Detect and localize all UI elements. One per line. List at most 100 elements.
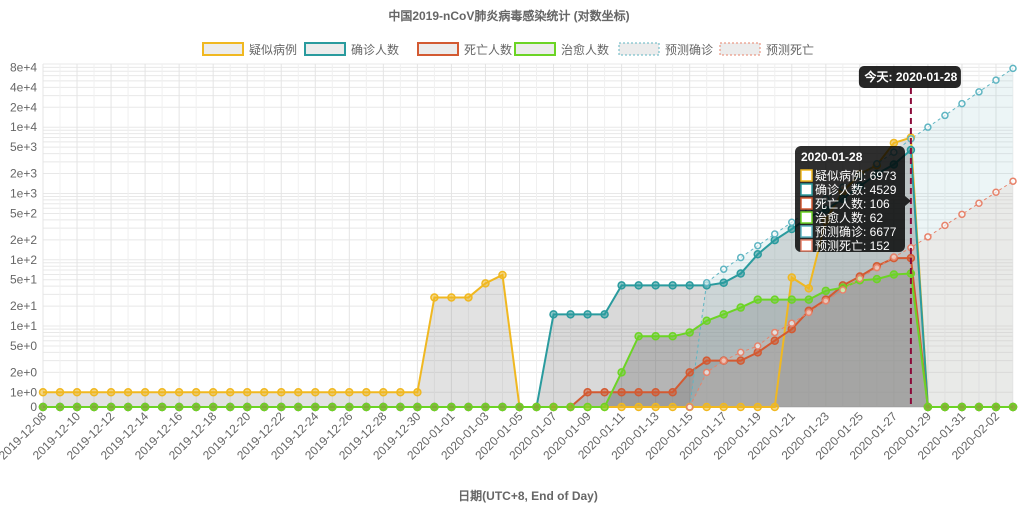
data-point-0 [38,388,48,397]
series-area-5 [689,181,1013,407]
data-point-3 [787,295,797,304]
tooltip-caret [905,196,911,206]
y-tick-label: 2e+4 [10,100,37,114]
data-point-5 [753,342,762,350]
y-tick-label: 5e+1 [10,273,37,287]
data-point-3 [55,402,65,412]
data-point-1 [651,281,660,290]
today-label: 今天: 2020-01-28 [864,69,958,84]
legend-swatch-1 [304,42,346,56]
data-point-1 [787,224,797,234]
data-point-4 [958,99,966,108]
data-point-3 [225,402,235,412]
data-point-0 [702,402,711,412]
data-point-0 [889,138,899,148]
data-point-0 [123,388,133,397]
data-point-3 [617,368,626,377]
data-point-0 [668,402,677,412]
data-point-0 [804,284,814,293]
data-point-3 [72,402,82,412]
data-point-3 [379,402,388,412]
series-area-2 [43,258,1013,407]
y-tick-label: 1e+2 [10,253,37,267]
data-point-1 [583,310,592,319]
y-tick-label: 1e+4 [10,120,37,134]
data-point-1 [753,250,762,259]
data-point-3 [583,402,592,412]
data-point-3 [804,295,814,304]
data-point-3 [481,402,490,412]
data-point-0 [157,388,167,397]
data-point-0 [651,402,660,412]
data-point-5 [736,348,745,357]
data-point-3 [515,402,524,412]
legend: 疑似病例 确诊人数 死亡人数 治愈人数 预测确诊 预测死亡 [202,42,814,57]
legend-label-5: 预测死亡 [766,43,814,57]
data-point-4 [771,230,779,238]
data-point-3 [651,332,660,341]
data-point-5 [1009,177,1017,185]
data-point-3 [685,328,694,337]
tooltip-swatch-0 [800,169,813,182]
data-point-3 [208,402,218,412]
data-point-2 [583,388,592,397]
data-point-2 [617,388,626,397]
data-point-0 [328,388,337,397]
data-point-3 [566,402,575,412]
legend-swatch-3 [514,42,556,56]
data-point-1 [668,281,677,290]
data-point-3 [889,270,899,279]
data-point-0 [430,293,439,302]
data-point-5 [941,221,949,230]
y-tick-label: 5e+2 [10,206,37,220]
data-point-5 [822,297,830,305]
data-point-5 [719,356,728,365]
data-point-5 [856,274,864,283]
data-point-1 [685,281,694,290]
data-point-3 [294,402,303,412]
data-point-3 [498,402,507,412]
data-point-1 [736,269,745,278]
data-point-3 [413,402,422,412]
data-point-3 [362,402,371,412]
legend-swatch-2 [417,42,459,56]
data-point-5 [873,263,881,272]
data-point-3 [719,310,728,319]
legend-label-2: 死亡人数 [464,42,512,57]
data-point-0 [174,388,184,397]
data-point-3 [276,402,286,412]
data-point-0 [634,402,643,412]
data-point-0 [617,402,626,412]
data-point-5 [839,286,847,294]
data-point-3 [396,402,405,412]
y-tick-label: 1e+3 [10,187,37,201]
data-point-0 [191,388,201,397]
x-axis-ticks: 2019-12-082019-12-102019-12-122019-12-14… [0,409,1002,463]
data-point-1 [634,281,643,290]
data-point-0 [396,388,405,397]
data-point-3 [940,402,950,412]
tooltip-swatch-2 [800,197,813,210]
data-point-3 [1008,402,1018,412]
data-point-2 [753,348,762,357]
tooltip-box [795,146,905,252]
data-point-3 [345,402,354,412]
data-point-4 [992,76,1000,84]
data-point-0 [294,388,303,397]
data-point-3 [464,402,473,412]
data-point-2 [702,356,711,365]
data-point-3 [174,402,184,412]
y-tick-label: 8e+4 [10,60,37,74]
legend-label-1: 确诊人数 [351,42,399,57]
data-point-2 [668,388,677,397]
data-point-1 [549,310,558,319]
data-point-5 [788,319,796,328]
tooltip-row-3: 治愈人数: 62 [815,210,883,225]
y-tick-label: 2e+0 [10,365,37,379]
data-point-0 [225,388,235,397]
y-tick-label: 5e+3 [10,140,37,154]
data-point-3 [447,402,456,412]
data-point-5 [702,368,711,377]
data-point-0 [311,388,320,397]
tooltip-row-1: 确诊人数: 4529 [815,182,897,197]
